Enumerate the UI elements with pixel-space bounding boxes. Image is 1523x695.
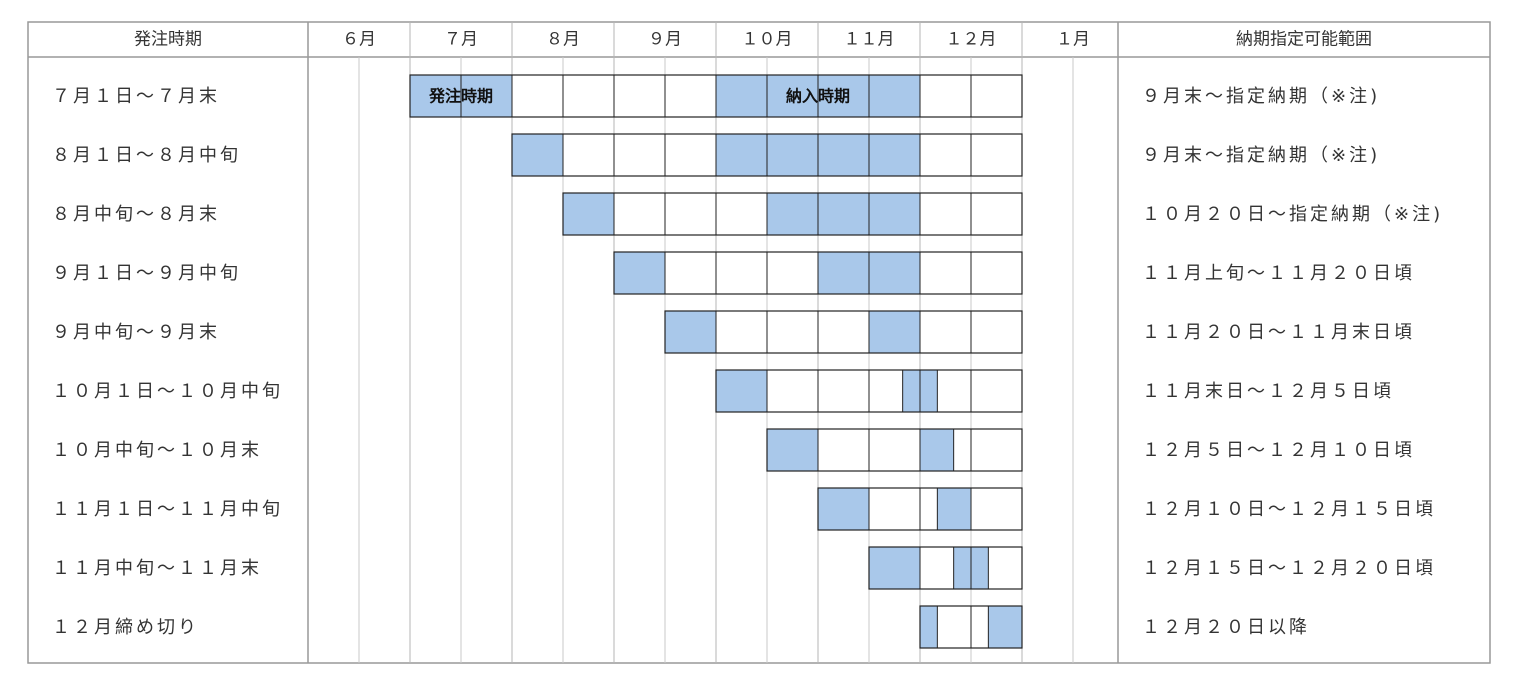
row-label: ８月中旬～８月末 xyxy=(52,204,220,225)
delivery-range-label: １２月５日～１２月１０日頃 xyxy=(1142,440,1415,461)
delivery-bar xyxy=(920,429,954,471)
delivery-range-label: １２月２０日以降 xyxy=(1142,617,1310,638)
row-label: １１月１日～１１月中旬 xyxy=(52,499,283,520)
row-box-outline xyxy=(868,546,1023,590)
header-delivery-range: 納期指定可能範囲 xyxy=(1236,30,1372,50)
row-box-outline xyxy=(562,192,1023,236)
row-label: ７月１日～７月末 xyxy=(52,86,220,107)
order-bar xyxy=(767,429,818,471)
delivery-bar xyxy=(937,488,971,530)
row-label: ８月１日～８月中旬 xyxy=(52,145,241,166)
order-bar xyxy=(614,252,665,294)
delivery-bar xyxy=(988,606,1022,648)
order-bar xyxy=(818,488,869,530)
row-label: １２月締め切り xyxy=(52,617,199,638)
delivery-bar xyxy=(767,193,920,235)
order-bar xyxy=(920,606,938,648)
row-label: １０月中旬～１０月末 xyxy=(52,440,262,461)
order-bar xyxy=(563,193,614,235)
row-box-outline xyxy=(715,369,1023,413)
row-label: ９月中旬～９月末 xyxy=(52,322,220,343)
row-box-outline xyxy=(511,133,1023,177)
row-label: １０月１日～１０月中旬 xyxy=(52,381,283,402)
delivery-range-label: １１月末日～１２月５日頃 xyxy=(1142,381,1394,402)
month-header: １１月 xyxy=(844,30,895,50)
row-box-outline xyxy=(817,487,1023,531)
row-box-outline xyxy=(409,74,1023,118)
row-label: １１月中旬～１１月末 xyxy=(52,558,262,579)
order-bar xyxy=(512,134,563,176)
delivery-range-label: ９月末～指定納期（※注) xyxy=(1142,145,1380,166)
table-frame xyxy=(27,21,1491,664)
chart-bars xyxy=(409,74,1023,649)
month-header: ６月 xyxy=(342,30,376,50)
order-bar-label: 発注時期 xyxy=(428,87,493,106)
row-box-outline xyxy=(919,605,1023,649)
header-order-period: 発注時期 xyxy=(134,30,202,50)
row-box-outline xyxy=(664,310,1023,354)
order-bar xyxy=(869,547,920,589)
delivery-range-label: １０月２０日～指定納期（※注) xyxy=(1142,204,1443,225)
month-header: ７月 xyxy=(444,30,478,50)
row-box xyxy=(665,311,1022,353)
delivery-range-label: １２月１０日～１２月１５日頃 xyxy=(1142,499,1436,520)
month-header: ９月 xyxy=(648,30,682,50)
row-box-outline xyxy=(766,428,1023,472)
delivery-range-label: ９月末～指定納期（※注) xyxy=(1142,86,1380,107)
order-bar xyxy=(665,311,716,353)
delivery-range-label: １１月２０日～１１月末日頃 xyxy=(1142,322,1415,343)
row-box-outline xyxy=(613,251,1023,295)
row-label: ９月１日～９月中旬 xyxy=(52,263,241,284)
delivery-bar xyxy=(869,311,920,353)
month-header: １月 xyxy=(1056,30,1090,50)
month-header: １２月 xyxy=(946,30,997,50)
month-header: ８月 xyxy=(546,30,580,50)
order-bar xyxy=(716,370,767,412)
delivery-range-label: １２月１５日～１２月２０日頃 xyxy=(1142,558,1436,579)
delivery-range-label: １１月上旬～１１月２０日頃 xyxy=(1142,263,1415,284)
month-header: １０月 xyxy=(742,30,793,50)
delivery-bar-label: 納入時期 xyxy=(786,87,850,106)
